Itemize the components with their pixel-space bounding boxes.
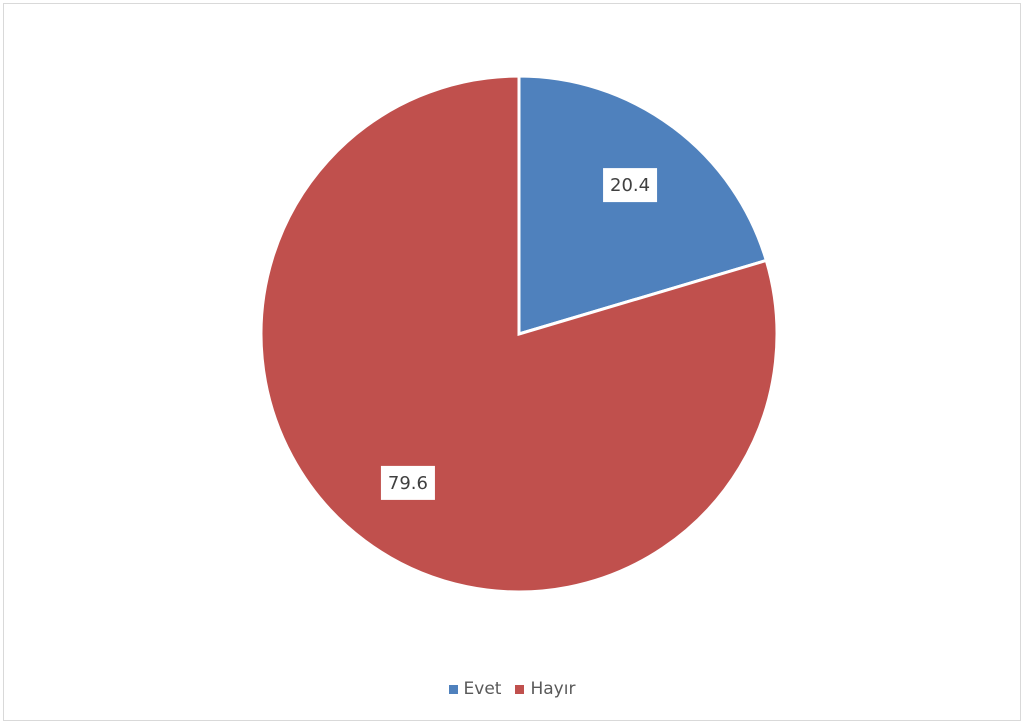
data-label-text: 79.6 — [388, 473, 428, 494]
data-label-box — [380, 465, 435, 500]
legend-item-evet: Evet — [448, 679, 502, 699]
legend-swatch — [448, 684, 458, 694]
data-label-text: 20.4 — [610, 175, 650, 196]
legend-label: Evet — [463, 679, 502, 699]
chart-area: 20.4 79.6 Evet Hayır — [3, 3, 1021, 721]
pie-slice-evet — [517, 74, 769, 337]
data-label-evet: 20.4 — [603, 168, 658, 203]
pie-chart: 20.4 79.6 — [259, 74, 779, 594]
legend-label: Hayır — [530, 679, 576, 699]
legend-swatch — [515, 684, 525, 694]
data-label-hayır: 79.6 — [380, 465, 435, 500]
legend-item-hayır: Hayır — [515, 679, 575, 699]
legend: Evet Hayır — [4, 679, 1020, 699]
pie-slice-hayır — [259, 74, 779, 594]
data-label-box — [603, 168, 658, 203]
